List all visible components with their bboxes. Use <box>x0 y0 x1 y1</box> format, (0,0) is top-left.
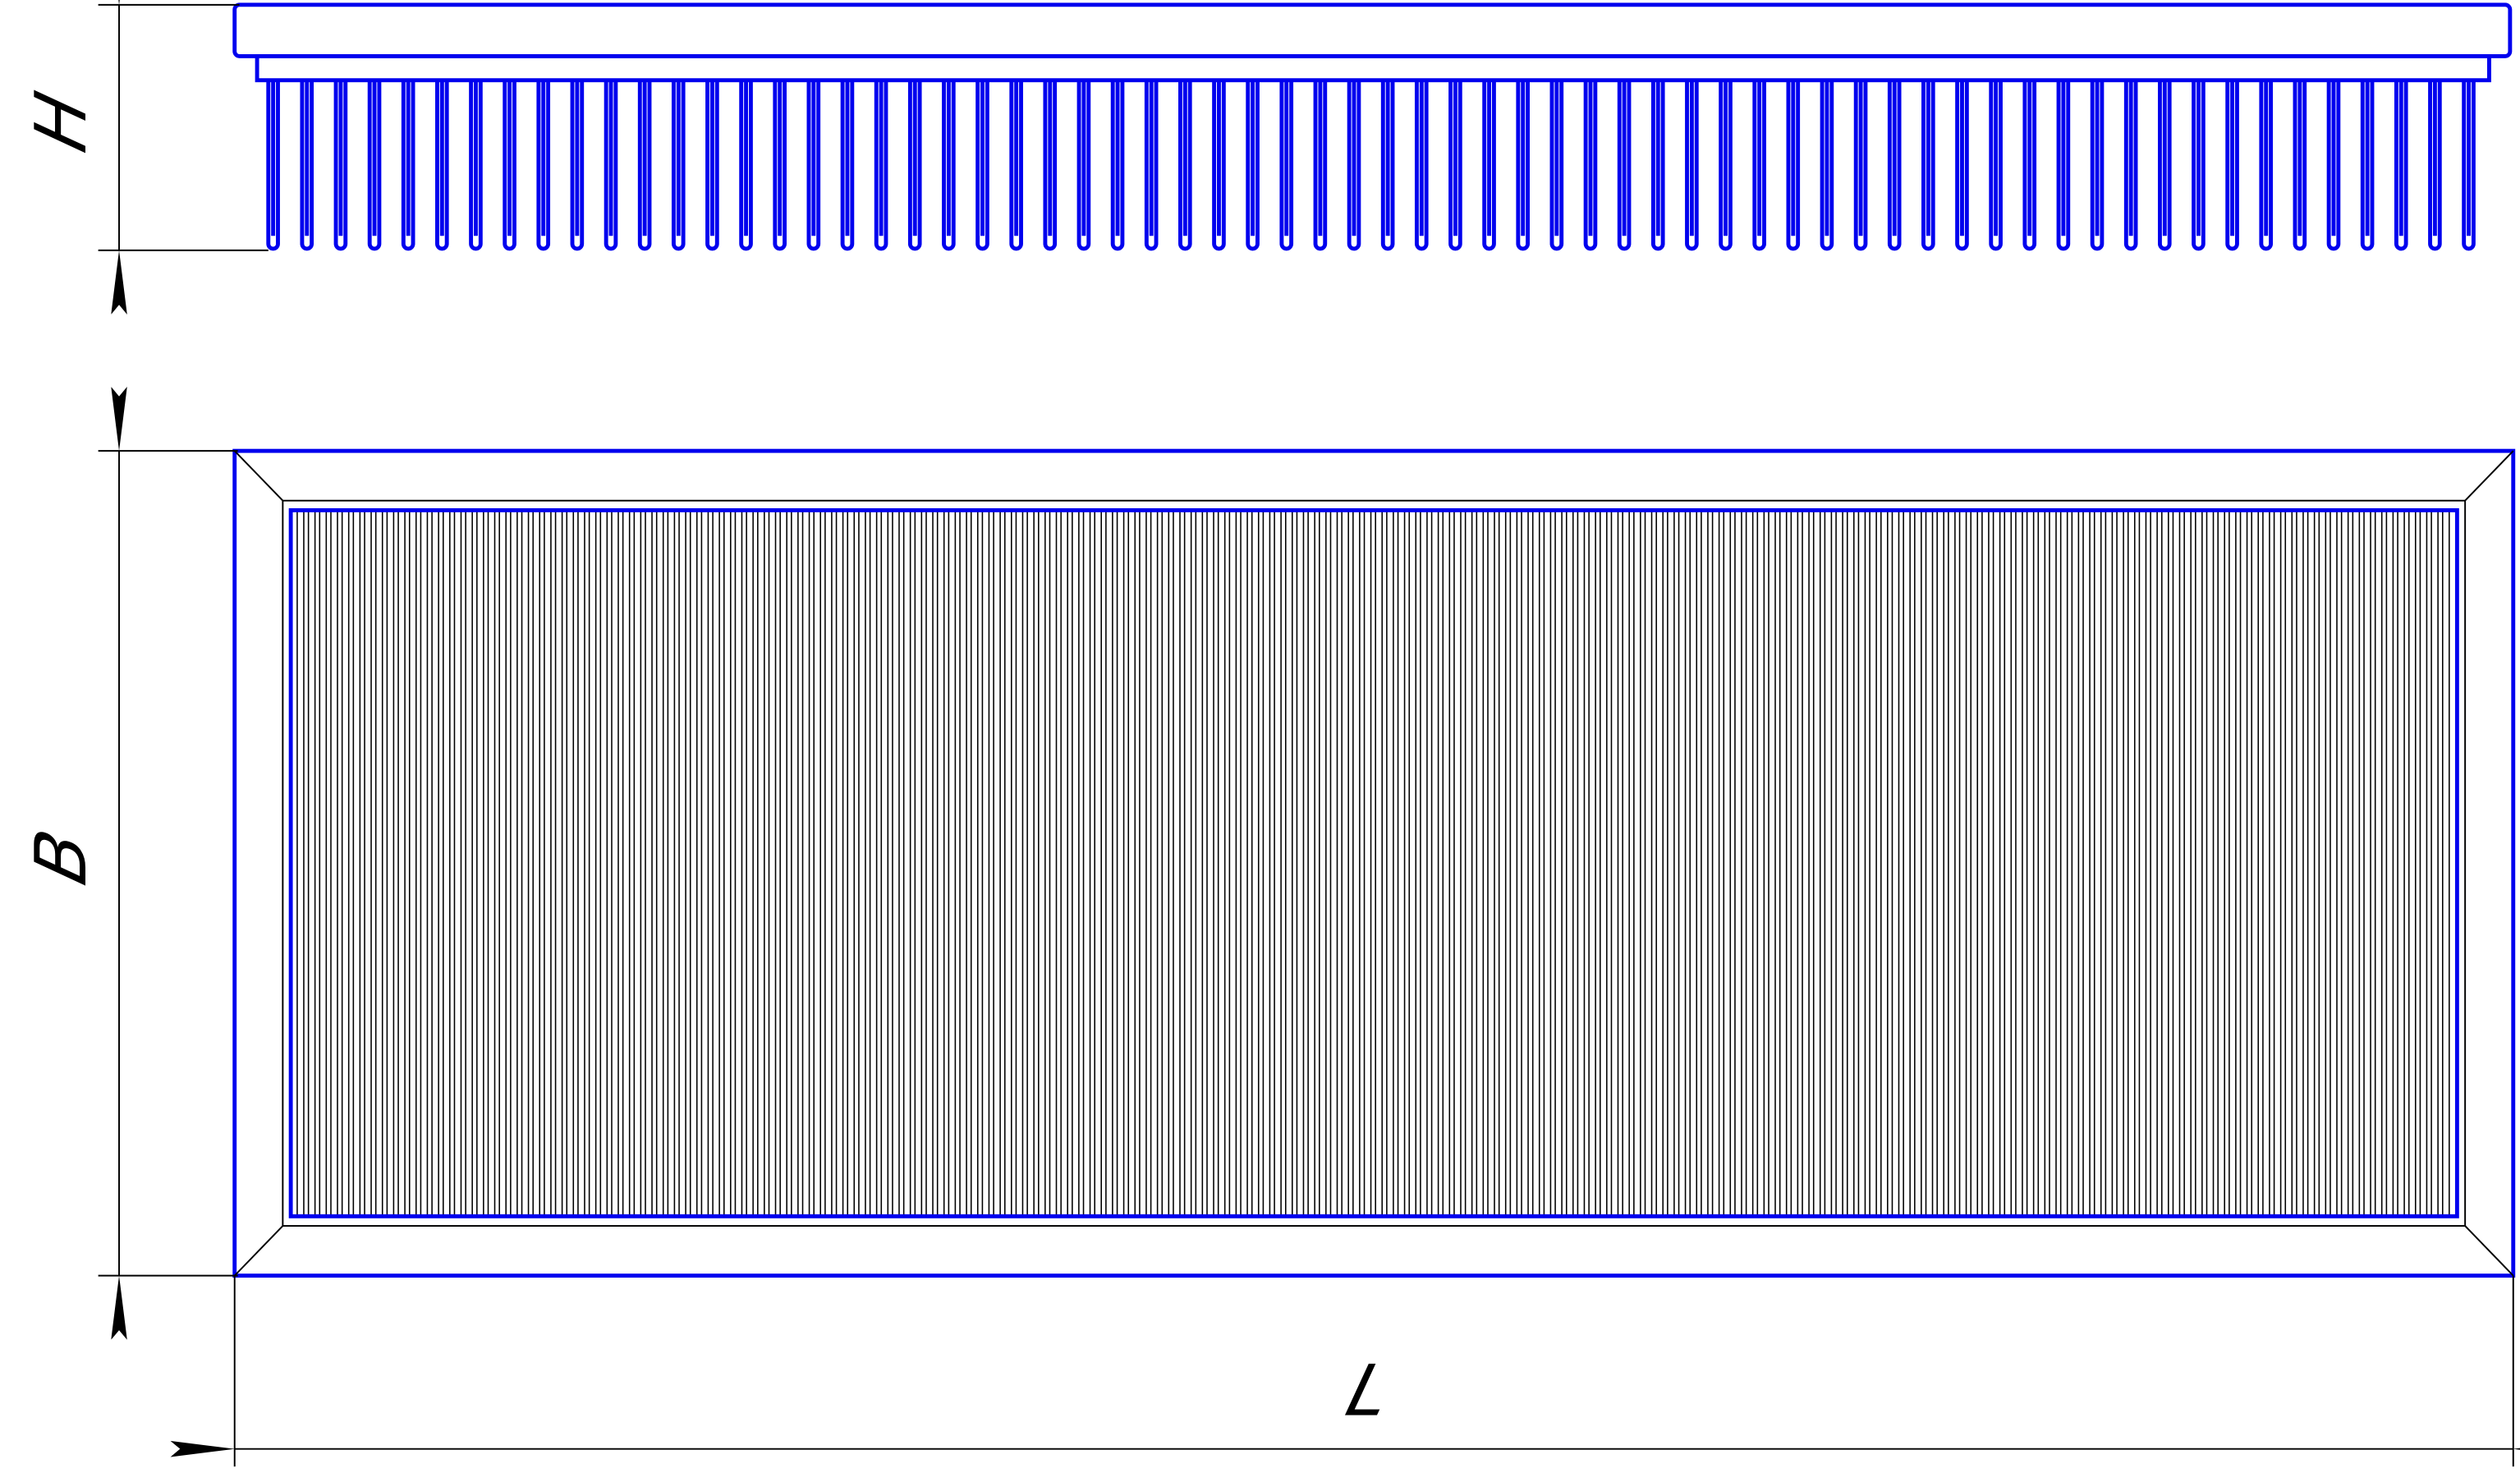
pleat-fin <box>1583 80 1598 251</box>
pleat-fin <box>1178 80 1192 251</box>
pleat-fin <box>1752 80 1766 251</box>
pleat-fin <box>1820 80 1834 251</box>
pleat-fin <box>1482 80 1496 251</box>
frame-corner-bevels <box>234 450 2514 1277</box>
pleat-fin <box>1380 80 1395 251</box>
pleat-fin <box>469 80 483 251</box>
pleat-fin <box>739 80 753 251</box>
pleat-fin <box>942 80 956 251</box>
pleat-fin <box>1212 80 1226 251</box>
pleat-fin <box>266 80 280 251</box>
pleat-fin <box>1617 80 1632 251</box>
dimension-label-b: B <box>20 822 102 893</box>
dimension-label-h: H <box>20 85 102 159</box>
pleat-fin <box>975 80 989 251</box>
pleat-fin <box>536 80 551 251</box>
pleat-fin <box>300 80 314 251</box>
pleat-fin <box>1685 80 1699 251</box>
pleat-fin <box>1650 80 1665 251</box>
pleat-fin <box>874 80 888 251</box>
pleat-fin <box>1043 80 1058 251</box>
dimension-label-l: L <box>1338 1350 1400 1432</box>
pleat-fin <box>1110 80 1125 251</box>
pleat-fin <box>1719 80 1733 251</box>
pleat-fin <box>401 80 415 251</box>
pleat-fin <box>367 80 382 251</box>
filter-frame-top <box>232 2 2513 58</box>
pleat-fin <box>1955 80 1969 251</box>
pleat-fin <box>705 80 719 251</box>
pleat-fin <box>1414 80 1429 251</box>
pleat-fin <box>435 80 449 251</box>
pleat-fin <box>2157 80 2172 251</box>
pleat-fin <box>1921 80 1935 251</box>
pleat-fin <box>806 80 821 251</box>
dimension-l <box>170 1275 2520 1467</box>
outer-frame <box>232 448 2516 1278</box>
pleat-fin <box>503 80 516 251</box>
pleat-fin <box>1853 80 1868 251</box>
pleat-fin <box>2022 80 2037 251</box>
pleat-fin <box>333 80 348 251</box>
pleat-fin <box>1313 80 1328 251</box>
pleat-fin <box>1144 80 1159 251</box>
dimension-h <box>98 0 269 315</box>
pleat-fin <box>840 80 855 251</box>
pleat-fin <box>2428 80 2442 251</box>
pleat-fin <box>2056 80 2071 251</box>
pleat-fins <box>266 80 2476 251</box>
inner-frame <box>282 499 2467 1228</box>
pleat-fin <box>2192 80 2206 251</box>
pleat-fin <box>1549 80 1564 251</box>
pleat-fin <box>2462 80 2476 251</box>
pleat-fin <box>2123 80 2138 251</box>
pleat-fin <box>1009 80 1023 251</box>
pleat-fin <box>604 80 618 251</box>
pleat-fin <box>1989 80 2003 251</box>
plan-view <box>232 448 2516 1278</box>
pleat-lines <box>296 510 2450 1217</box>
filter-frame-ledge <box>255 53 2491 83</box>
pleat-fin <box>907 80 922 251</box>
pleat-fin <box>2225 80 2239 251</box>
pleat-fin <box>671 80 686 251</box>
pleat-fin <box>2259 80 2274 251</box>
pleat-fin <box>2293 80 2307 251</box>
pleat-fin <box>2360 80 2375 251</box>
pleat-fin <box>1279 80 1294 251</box>
pleat-fin <box>1887 80 1902 251</box>
pleat-fin <box>1246 80 1260 251</box>
pleat-fin <box>2090 80 2105 251</box>
side-view <box>232 2 2513 251</box>
pleat-fin <box>1786 80 1801 251</box>
pleat-fin <box>1448 80 1462 251</box>
pleat-fin <box>1516 80 1531 251</box>
dimension-b <box>98 386 238 1340</box>
pleat-fin <box>570 80 585 251</box>
pleat-fin <box>637 80 652 251</box>
pleat-fin <box>1076 80 1091 251</box>
pleat-fin <box>2394 80 2408 251</box>
filter-media-border <box>288 508 2459 1218</box>
pleat-fin <box>1347 80 1361 251</box>
pleat-fin <box>2326 80 2341 251</box>
pleat-fin <box>773 80 787 251</box>
